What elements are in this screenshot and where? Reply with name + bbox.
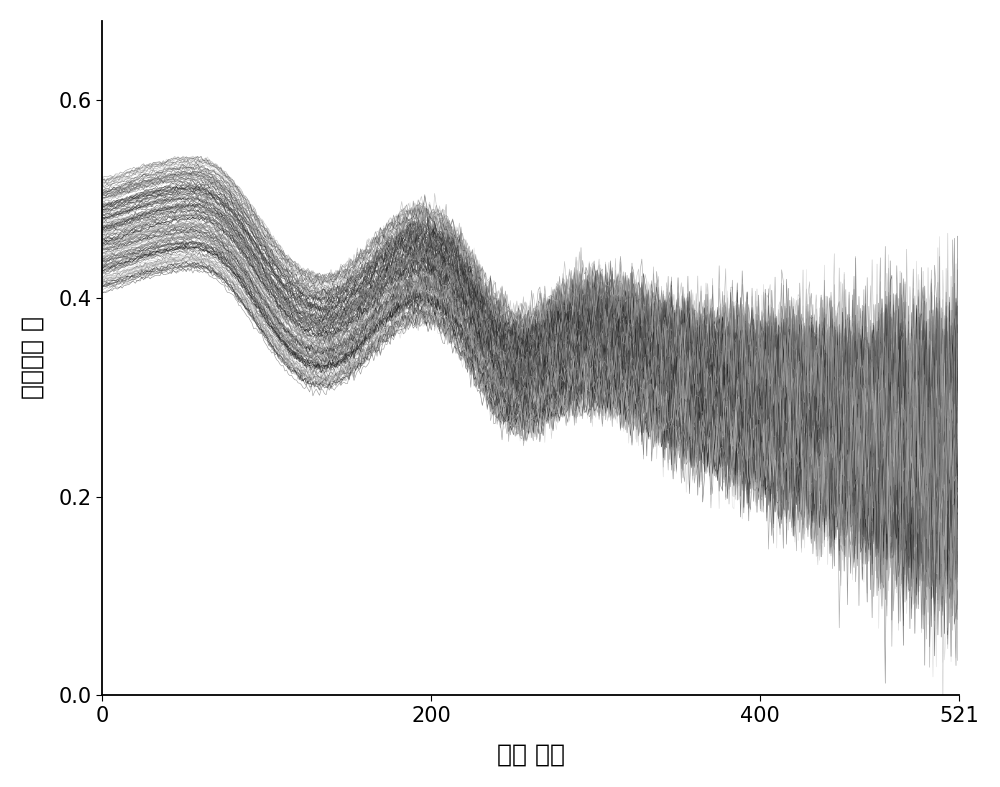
X-axis label: 小波 系数: 小波 系数 (497, 742, 565, 767)
Y-axis label: 重构小波 値: 重构小波 値 (21, 316, 45, 400)
